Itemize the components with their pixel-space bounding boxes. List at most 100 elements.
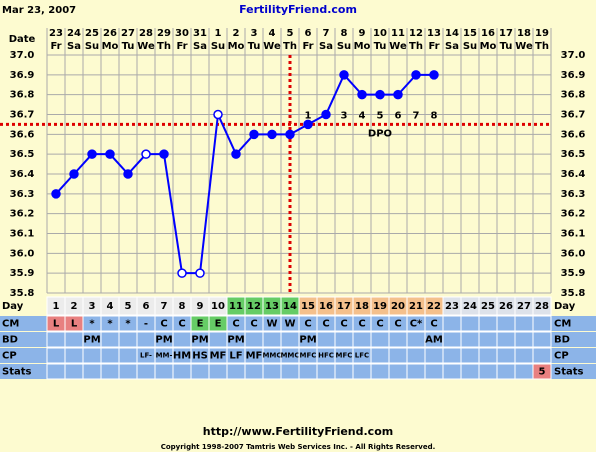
y-tick-label-right: 36.4	[561, 169, 586, 180]
weekday-label: Th	[283, 41, 297, 52]
date-tick-label: 26	[103, 28, 117, 39]
cell-border	[532, 331, 552, 348]
cell-text: 12	[247, 301, 261, 312]
weekday-label: We	[137, 41, 155, 52]
footer-url[interactable]: http://www.FertilityFriend.com	[203, 425, 393, 438]
weekday-label: Tu	[248, 41, 261, 52]
cell-text: L	[53, 319, 60, 330]
cell-text: LFC	[355, 352, 369, 360]
temperature-point	[339, 70, 349, 80]
cell	[389, 297, 407, 315]
temperature-point	[267, 129, 277, 140]
temperature-point	[285, 129, 295, 140]
cell-border	[532, 347, 552, 364]
date-tick-label: 7	[323, 28, 330, 39]
y-tick-label-right: 36.6	[561, 129, 586, 140]
cell-text: E	[215, 319, 222, 330]
temperature-point-open	[177, 268, 187, 278]
cell-text: PM	[155, 335, 172, 346]
weekday-label: Fr	[428, 41, 439, 52]
row-label-right: Day	[554, 301, 576, 312]
weekday-label: Sa	[193, 41, 207, 52]
cell-text: LF-	[140, 352, 152, 360]
weekday-label: Fr	[302, 41, 313, 52]
cell-text: C	[430, 319, 437, 330]
cell-text: 11	[229, 301, 243, 312]
date-tick-label: 9	[359, 28, 366, 39]
cell-text: W	[284, 319, 295, 330]
cell-text: *	[89, 319, 95, 330]
date-tick-label: 10	[373, 28, 387, 39]
cell-text: *	[125, 319, 131, 330]
date-tick-label: 30	[175, 28, 189, 39]
dpo-label: 7	[413, 110, 420, 121]
weekday-label: Mo	[480, 41, 497, 52]
weekday-label: Th	[409, 41, 423, 52]
cell-text: PM	[83, 335, 100, 346]
y-tick-label: 36.5	[10, 149, 35, 160]
row-label: CP	[2, 351, 17, 362]
weekday-label: Fr	[176, 41, 187, 52]
temperature-point	[357, 89, 367, 100]
cell-text: 24	[463, 301, 477, 312]
cell-text: HS	[192, 351, 208, 362]
temperature-point	[51, 189, 61, 199]
cell-text: 10	[211, 301, 225, 312]
cell	[173, 297, 191, 315]
weekday-label: Sa	[67, 41, 81, 52]
cell-text: 5	[539, 367, 546, 378]
temperature-point-open	[195, 268, 205, 278]
temperature-point-open	[213, 109, 223, 120]
site-title[interactable]: FertilityFriend.com	[239, 3, 357, 16]
row-label: CM	[2, 319, 19, 330]
cell	[461, 297, 479, 315]
cell-text: C	[304, 319, 311, 330]
y-tick-label-right: 36.1	[561, 229, 586, 240]
dpo-label: 3	[341, 110, 348, 121]
cell	[335, 297, 353, 315]
cell-text: 25	[481, 301, 495, 312]
cell	[533, 297, 551, 315]
row-label-right: BD	[554, 335, 570, 346]
cell	[227, 297, 245, 315]
date-tick-label: 11	[391, 28, 405, 39]
y-tick-label-right: 36.5	[561, 149, 586, 160]
cell-text: C	[340, 319, 347, 330]
cell-text: 23	[445, 301, 459, 312]
y-tick-label: 36.9	[10, 70, 35, 81]
y-tick-label: 36.0	[10, 248, 35, 259]
cell	[119, 297, 137, 315]
cell-text: AM	[425, 335, 443, 346]
cell	[425, 297, 443, 315]
weekday-label: Fr	[50, 41, 61, 52]
y-tick-label: 36.6	[10, 129, 35, 140]
cell	[47, 297, 65, 315]
temperature-point	[375, 89, 385, 100]
date-tick-label: 6	[305, 28, 312, 39]
y-tick-label: 36.7	[10, 110, 35, 121]
y-tick-label-right: 36.3	[561, 189, 586, 200]
cell	[65, 316, 83, 331]
cell	[407, 297, 425, 315]
date-tick-label: 25	[85, 28, 99, 39]
cell	[353, 297, 371, 315]
cell-text: 3	[89, 301, 96, 312]
cell-text: MFC	[300, 352, 317, 360]
cell	[209, 297, 227, 315]
temperature-point	[231, 149, 241, 159]
weekday-label: Su	[463, 41, 477, 52]
cell	[371, 297, 389, 315]
row-label-right: Stats	[554, 367, 584, 378]
temperature-point	[105, 149, 115, 159]
cell	[83, 297, 101, 315]
cell-text: MF	[210, 351, 227, 362]
weekday-label: We	[515, 41, 533, 52]
cell-text: 17	[337, 301, 351, 312]
y-tick-label-right: 36.2	[561, 209, 586, 220]
cell-border	[532, 315, 552, 332]
cell	[497, 297, 515, 315]
row-label: Stats	[2, 367, 32, 378]
row-label-right: CM	[554, 319, 571, 330]
cell-text: 5	[125, 301, 132, 312]
y-tick-label-right: 35.9	[561, 268, 586, 279]
